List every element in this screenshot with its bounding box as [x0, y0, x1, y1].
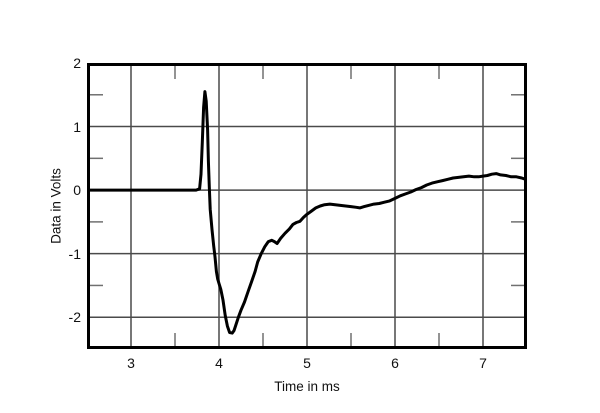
y-tick-label: 1: [73, 118, 81, 135]
waveform-trace: [87, 90, 527, 335]
x-tick-label: 7: [479, 355, 487, 371]
x-tick-label: 5: [303, 355, 311, 371]
plot-frame: [87, 63, 527, 349]
x-tick-label: 3: [127, 355, 135, 371]
x-tick-label: 4: [215, 355, 223, 371]
y-tick-label: 0: [73, 182, 81, 199]
y-axis-title: Data in Volts: [48, 168, 64, 244]
y-tick-label: -1: [68, 245, 81, 262]
y-tick-label: 2: [73, 55, 81, 71]
y-tick-label: -2: [68, 309, 81, 326]
x-axis-title: Time in ms: [274, 379, 340, 394]
plot-area: [87, 63, 527, 349]
x-tick-label: 6: [391, 355, 399, 371]
